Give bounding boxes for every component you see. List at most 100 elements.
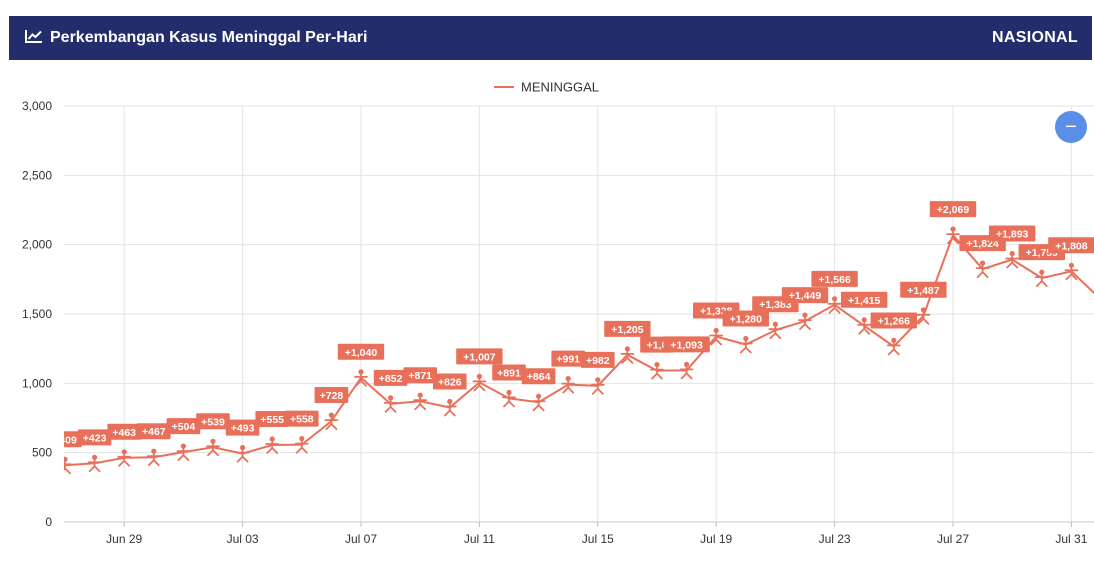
svg-text:+493: +493 [231, 423, 255, 435]
data-point[interactable] [383, 395, 398, 413]
x-tick-label: Jul 19 [700, 532, 732, 546]
data-point[interactable] [857, 317, 872, 335]
data-point[interactable] [59, 456, 72, 475]
data-point[interactable] [679, 361, 694, 380]
data-point[interactable] [916, 307, 931, 325]
data-point[interactable] [709, 327, 724, 346]
chart-header: Perkembangan Kasus Meninggal Per-Hari NA… [9, 16, 1092, 60]
data-point[interactable] [442, 398, 457, 417]
data-point[interactable] [146, 448, 161, 467]
data-label: +852 [373, 369, 408, 386]
x-tick-label: Jul 11 [464, 532, 495, 546]
data-point[interactable] [472, 373, 487, 392]
svg-text:+423: +423 [83, 432, 107, 444]
svg-text:+1,0: +1,0 [647, 340, 668, 352]
data-label: +1,280 [722, 310, 769, 327]
svg-text:+1,566: +1,566 [818, 274, 851, 286]
data-label: +728 [314, 387, 349, 404]
data-label: +1,566 [811, 270, 858, 287]
data-point[interactable] [1005, 250, 1020, 269]
zoom-out-button[interactable]: − [1055, 111, 1087, 143]
data-label: +1,415 [841, 291, 888, 308]
data-label: +504 [166, 418, 201, 435]
data-label: +864 [521, 368, 556, 385]
data-point[interactable] [1034, 269, 1049, 288]
data-point[interactable] [827, 296, 842, 314]
data-label: +1,487 [900, 281, 947, 298]
data-point[interactable] [531, 393, 546, 412]
x-tick-label: Jul 31 [1055, 532, 1087, 546]
data-label: +467 [137, 423, 171, 440]
svg-text:+982: +982 [586, 355, 610, 367]
x-tick-label: Jun 29 [106, 532, 142, 546]
svg-text:+1,007: +1,007 [463, 351, 496, 363]
y-tick-label: 0 [45, 515, 52, 529]
data-point[interactable] [117, 449, 132, 467]
data-label: +493 [225, 419, 260, 436]
data-point[interactable] [206, 438, 220, 457]
data-point[interactable] [265, 436, 280, 454]
title-group: Perkembangan Kasus Meninggal Per-Hari [25, 29, 992, 48]
data-label: +2,069 [929, 201, 977, 218]
data-point[interactable] [176, 443, 191, 462]
data-label: +1,449 [781, 287, 829, 304]
x-tick-label: Jul 15 [582, 532, 614, 546]
data-point[interactable] [650, 362, 664, 380]
legend[interactable]: MENINGGAL [494, 80, 599, 95]
page-title: Perkembangan Kasus Meninggal Per-Hari [50, 29, 368, 46]
data-label: +1,040 [337, 343, 385, 360]
svg-text:+1,487: +1,487 [907, 285, 940, 297]
data-point[interactable] [1064, 262, 1079, 281]
series-line [64, 233, 1094, 467]
data-point[interactable] [590, 377, 605, 395]
data-label: +1,808 [1048, 237, 1094, 254]
data-point[interactable] [235, 445, 250, 463]
svg-text:+1,040: +1,040 [345, 347, 378, 359]
y-tick-label: 500 [32, 446, 52, 460]
data-label: +463 [107, 423, 141, 440]
data-label: +1,205 [604, 320, 651, 337]
data-label: +555 [255, 411, 289, 428]
data-point[interactable] [502, 389, 516, 408]
svg-text:+555: +555 [260, 414, 284, 426]
data-point[interactable] [324, 412, 339, 431]
data-point[interactable] [87, 454, 102, 473]
svg-text:+728: +728 [320, 390, 344, 402]
data-label: +891 [492, 364, 526, 381]
data-point[interactable] [946, 226, 960, 245]
data-label: +409 [53, 431, 82, 448]
data-point[interactable] [294, 436, 309, 454]
data-point[interactable] [975, 260, 990, 279]
data-label: +991 [551, 350, 585, 367]
svg-text:+2,069: +2,069 [937, 204, 970, 216]
chart-area: 0 500 1,000 1,500 2,000 2,500 3,000 Jun 29 Jul 0… [0, 60, 1094, 562]
x-tick-label: Jul 27 [937, 532, 969, 546]
data-label: +1,266 [870, 312, 917, 329]
svg-text:+1,205: +1,205 [611, 324, 644, 336]
data-label: +982 [581, 351, 615, 368]
svg-text:+871: +871 [408, 370, 432, 382]
data-point[interactable] [620, 346, 635, 364]
svg-text:+409: +409 [53, 434, 77, 446]
data-point[interactable] [561, 376, 576, 394]
svg-text:+991: +991 [556, 354, 580, 366]
svg-text:+463: +463 [112, 427, 136, 439]
svg-text:+1,808: +1,808 [1055, 240, 1088, 252]
data-point[interactable] [738, 335, 753, 354]
data-label: +539 [196, 413, 230, 430]
data-point[interactable] [413, 392, 428, 411]
svg-text:+891: +891 [497, 367, 521, 379]
data-point[interactable] [886, 337, 901, 356]
svg-text:+1,893: +1,893 [996, 229, 1029, 241]
line-chart-icon [25, 29, 43, 48]
svg-text:+558: +558 [290, 414, 314, 426]
x-tick-label: Jul 07 [345, 532, 377, 546]
y-tick-label: 1,000 [22, 376, 52, 390]
data-label: +1,893 [989, 225, 1036, 242]
svg-text:+1,449: +1,449 [789, 290, 822, 302]
svg-text:+864: +864 [527, 371, 551, 383]
data-point[interactable] [354, 369, 368, 387]
data-point[interactable] [798, 312, 812, 331]
data-point[interactable] [768, 321, 783, 340]
svg-text:+1,415: +1,415 [848, 295, 881, 307]
